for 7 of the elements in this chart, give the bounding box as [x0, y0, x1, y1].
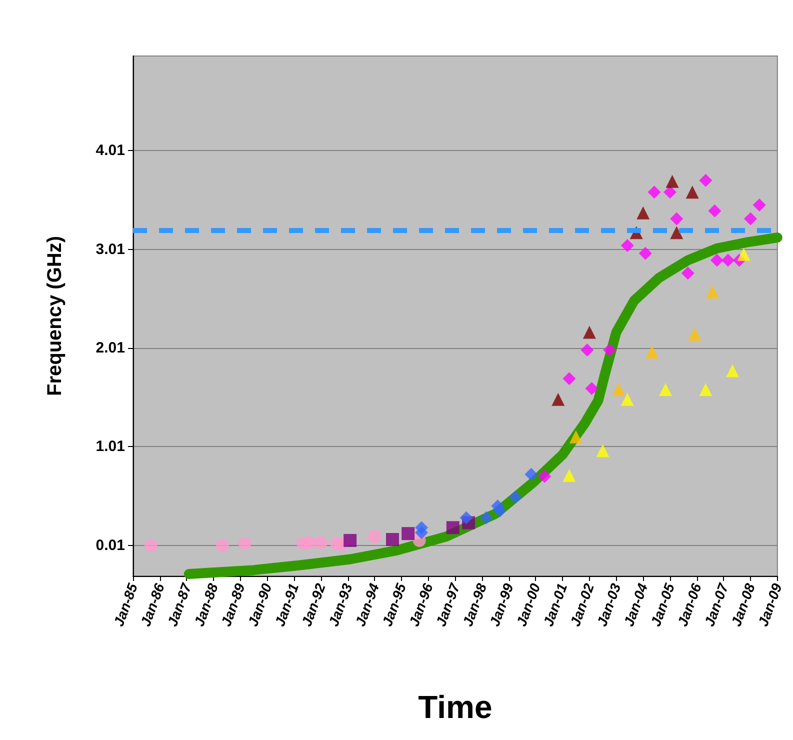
y-tick-label: 2.01: [96, 340, 125, 357]
y-tick-label: 3.01: [96, 240, 125, 258]
x-axis-title: Time: [418, 689, 492, 725]
y-tick-label: 0.01: [96, 536, 125, 554]
y-tick-label: 1.01: [96, 438, 125, 456]
y-axis-title: Frequency (GHz): [44, 236, 66, 396]
y-tick-label: 4.01: [96, 142, 125, 160]
